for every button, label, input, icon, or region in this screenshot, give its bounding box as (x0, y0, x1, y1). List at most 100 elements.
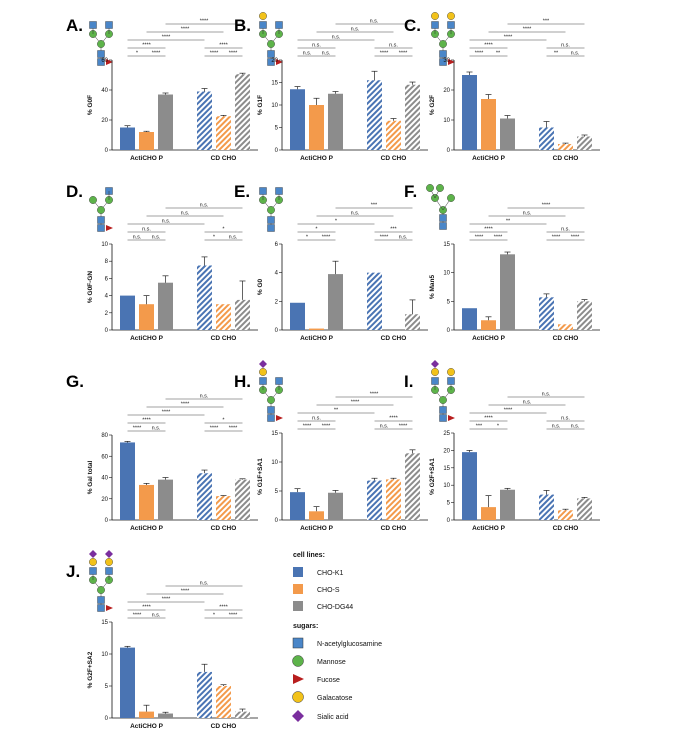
significance-label: * (306, 235, 309, 241)
significance-label: **** (219, 43, 228, 49)
significance-label: **** (229, 426, 238, 432)
y-tick-label: 0 (105, 148, 109, 154)
significance-label: **** (351, 400, 360, 406)
significance-label: **** (571, 235, 580, 241)
significance-label: *** (371, 203, 378, 209)
glcnac-icon (439, 50, 447, 58)
bar (235, 711, 250, 718)
mannose-icon (267, 40, 275, 48)
bar (577, 498, 592, 520)
significance-label: n.s. (200, 581, 209, 587)
glycan-structure-icon (259, 187, 283, 232)
y-tick-label: 6 (275, 242, 279, 248)
group-label: CD CHO (211, 525, 237, 532)
significance-label: n.s. (561, 43, 570, 49)
glcnac-icon (267, 216, 275, 224)
bar (235, 74, 250, 150)
significance-label: ** (554, 51, 559, 57)
galactose-icon (431, 12, 439, 20)
bar (120, 647, 135, 718)
mannose-icon (267, 206, 275, 214)
y-tick-label: 60 (101, 454, 108, 460)
panel-letter: D. (66, 182, 83, 201)
significance-label: **** (504, 35, 513, 41)
galactose-icon (447, 12, 455, 20)
mannose-icon (436, 184, 444, 192)
panel-letter: J. (66, 562, 80, 581)
bar (481, 507, 496, 520)
significance-label: n.s. (399, 235, 408, 241)
y-tick-label: 10 (443, 483, 450, 489)
significance-label: **** (504, 408, 513, 414)
galactose-icon (259, 368, 267, 376)
glcnac-icon (259, 377, 267, 385)
group-label: ActiCHO P (300, 525, 334, 532)
y-tick-label: 15 (271, 431, 278, 437)
glcnac-icon (267, 414, 275, 422)
sialic-acid-icon (431, 360, 439, 368)
group-label: CD CHO (211, 335, 237, 342)
galactose-icon (259, 12, 267, 20)
glcnac-icon (439, 414, 447, 422)
significance-label: **** (484, 227, 493, 233)
significance-label: **** (389, 416, 398, 422)
significance-label: n.s. (322, 51, 331, 57)
fucose-icon (106, 225, 113, 231)
significance-label: n.s. (152, 235, 161, 241)
glycan-structure-icon (431, 12, 455, 66)
bar (235, 479, 250, 520)
group-label: ActiCHO P (300, 155, 334, 162)
significance-label: n.s. (142, 227, 151, 233)
glcnac-icon (259, 187, 267, 195)
bar (328, 93, 343, 150)
group-label: ActiCHO P (472, 335, 506, 342)
bar (558, 144, 573, 150)
significance-label: **** (181, 27, 190, 33)
significance-label: n.s. (561, 227, 570, 233)
bar (216, 304, 231, 330)
y-tick-label: 0 (275, 148, 279, 154)
bar (539, 297, 554, 330)
y-tick-label: 0 (447, 148, 451, 154)
bar (120, 127, 135, 150)
significance-label: n.s. (561, 416, 570, 422)
y-tick-label: 5 (447, 501, 451, 507)
significance-label: **** (380, 235, 389, 241)
significance-label: **** (162, 410, 171, 416)
glycan-structure-icon (431, 360, 455, 422)
sialic-acid-icon (105, 550, 113, 558)
glcnac-icon (275, 187, 283, 195)
legend-label-glcnac: N-acetylglucosamine (317, 641, 382, 648)
bar (290, 302, 305, 330)
glcnac-icon (89, 567, 97, 575)
y-tick-label: 20 (443, 88, 450, 94)
glcnac-icon (275, 21, 283, 29)
glcnac-icon (259, 21, 267, 29)
y-tick-label: 8 (105, 259, 109, 265)
y-tick-label: 0 (105, 716, 109, 722)
y-tick-label: 0 (275, 328, 279, 334)
legend-label-sialic-acid: Sialic acid (317, 714, 349, 721)
significance-label: ** (506, 219, 511, 225)
significance-label: * (315, 227, 318, 233)
group-label: CD CHO (553, 335, 579, 342)
y-tick-label: 20 (443, 448, 450, 454)
y-tick-label: 5 (447, 299, 451, 305)
fucose-icon (276, 59, 283, 65)
y-axis-label: % Gal total (87, 461, 94, 495)
bar (405, 453, 420, 520)
y-axis-label: % G2F (429, 95, 436, 115)
y-tick-label: 10 (443, 271, 450, 277)
significance-label: n.s. (523, 400, 532, 406)
legend-glcnac-icon (292, 637, 304, 649)
group-label: ActiCHO P (130, 155, 164, 162)
glycan-structure-icon (426, 184, 455, 230)
significance-label: **** (370, 392, 379, 398)
y-tick-label: 10 (443, 118, 450, 124)
glcnac-icon (439, 222, 447, 230)
glycan-structure-icon (259, 12, 283, 66)
